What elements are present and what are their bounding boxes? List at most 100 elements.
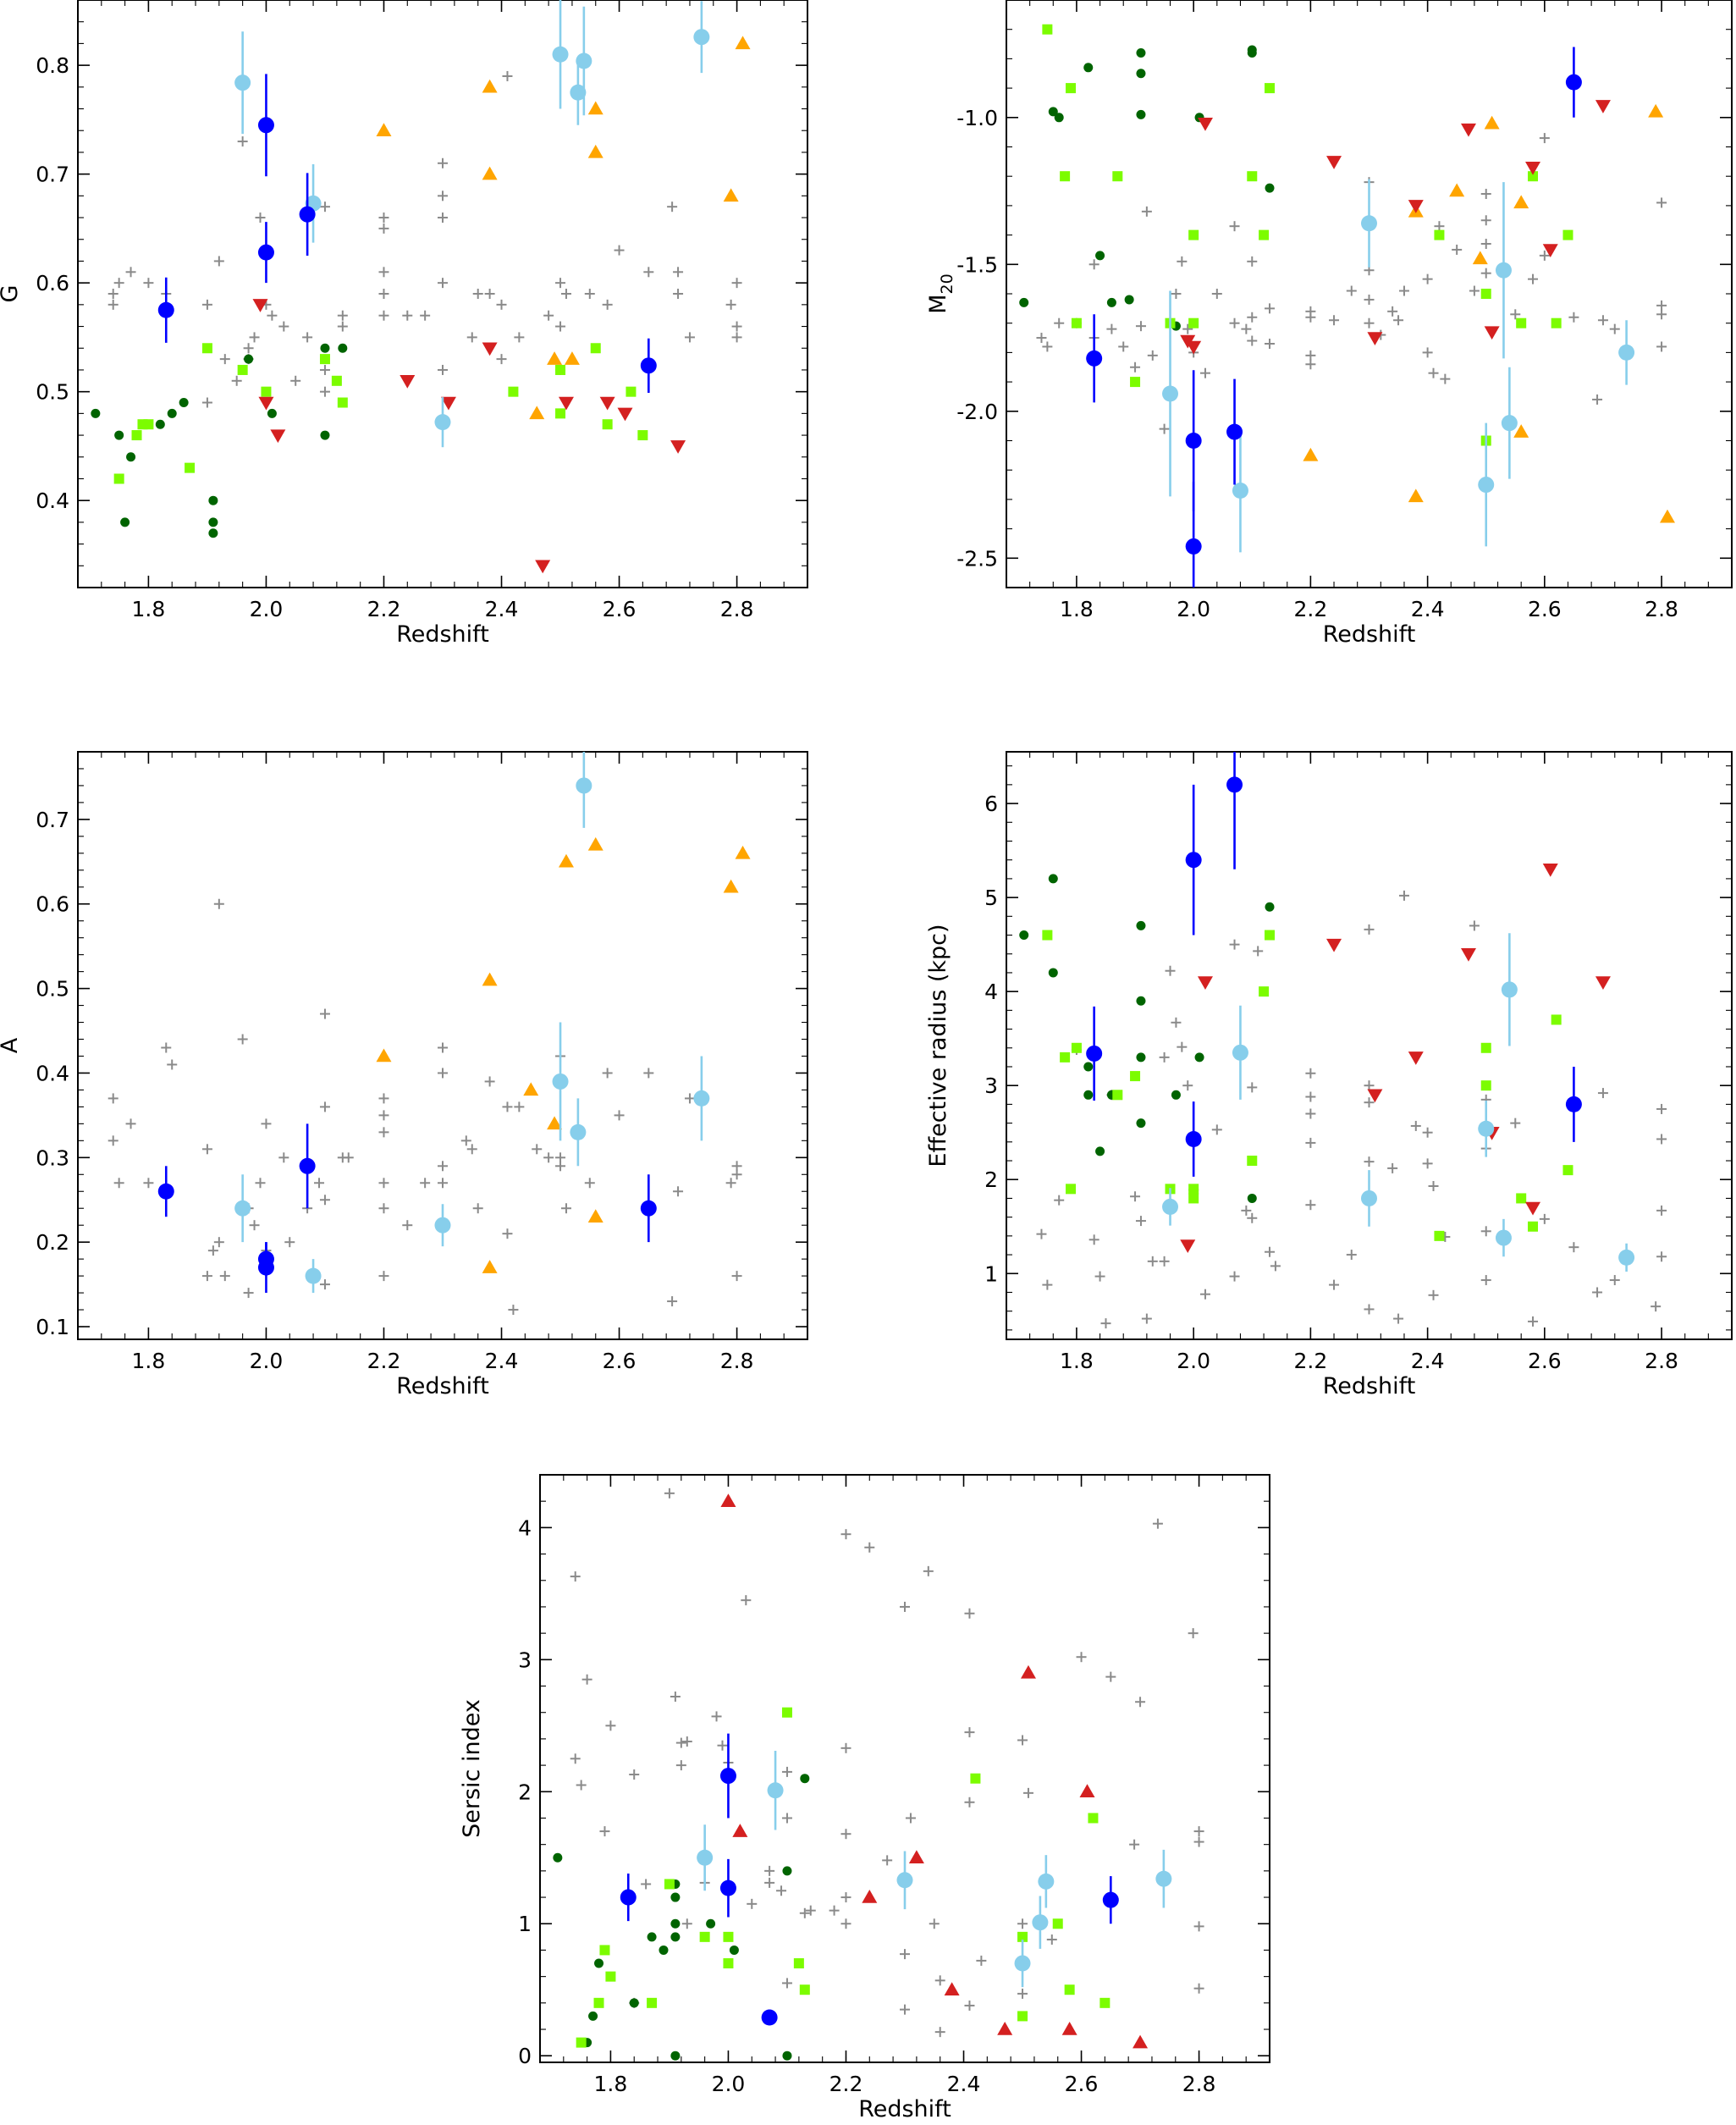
y-tick-label: 5: [984, 886, 998, 910]
lime-square: [1480, 1042, 1491, 1053]
x-tick-label: 1.8: [132, 1349, 166, 1373]
triangle-up-marker: [720, 1493, 736, 1507]
y-tick-label: 4: [984, 980, 998, 1004]
lime-square: [1247, 1156, 1258, 1167]
triangle-up-marker: [547, 1116, 563, 1130]
dark-green-dot: [1083, 1090, 1094, 1100]
lime-square: [1562, 229, 1573, 240]
lime-square: [1516, 1193, 1527, 1204]
lime-square: [576, 2037, 587, 2048]
triangle-up-marker: [997, 2022, 1013, 2035]
cross-point: [643, 1068, 654, 1079]
triangle-up-marker: [587, 101, 603, 115]
cross-point: [319, 364, 330, 375]
cross-point: [1265, 1246, 1276, 1257]
cross-point: [213, 1237, 224, 1248]
cross-point: [840, 1892, 851, 1903]
cross-point: [1305, 1108, 1316, 1119]
triangle-up-marker: [1303, 447, 1319, 461]
y-tick-label: 0.5: [36, 380, 69, 405]
cross-point: [1193, 1983, 1204, 1994]
dark-green-dot: [1171, 1090, 1181, 1100]
cross-point: [1193, 1921, 1204, 1932]
cross-point: [673, 1186, 684, 1197]
cross-point: [1656, 197, 1667, 208]
cross-point: [319, 1195, 330, 1206]
y-tick-label: 0.4: [36, 1061, 69, 1085]
lime-square: [605, 1971, 616, 1982]
lime-square: [1064, 1984, 1075, 1995]
dark-green-dot: [1106, 297, 1116, 307]
cross-point: [864, 1542, 875, 1553]
cross-point: [670, 1692, 681, 1702]
cross-point: [438, 157, 448, 168]
panel-gini: 1.8 2.0 2.2 2.4 2.6 2.8 0.4 0.5 0.6 0.7 0.8 Redshif…: [0, 0, 808, 648]
cross-point: [378, 212, 389, 224]
cross-point: [255, 1178, 266, 1189]
cross-point: [249, 1220, 260, 1231]
x-axis-label: Redshift: [1323, 621, 1416, 648]
cross-point: [1017, 1735, 1028, 1746]
cross-point: [107, 289, 118, 299]
cross-point: [460, 1135, 471, 1146]
cross-point: [484, 289, 495, 299]
cross-point: [125, 267, 136, 278]
cross-point: [502, 1101, 513, 1112]
y-tick-label: 0.1: [36, 1315, 69, 1339]
triangle-down-marker: [1484, 326, 1500, 340]
triangle-up-marker: [1659, 509, 1675, 523]
lime-square: [723, 1958, 734, 1969]
lime-square: [1188, 1184, 1199, 1195]
triangle-up-marker: [1484, 115, 1500, 130]
lime-square: [201, 343, 212, 354]
dark-green-dot: [244, 354, 254, 364]
cross-point: [747, 1898, 758, 1909]
lime-square: [555, 364, 566, 375]
cross-point: [1656, 300, 1667, 311]
x-tick-label: 2.0: [1177, 1349, 1210, 1373]
cross-point: [731, 1271, 742, 1282]
light-blue-circle: [693, 29, 710, 46]
lime-square: [637, 430, 648, 441]
cross-point: [1592, 394, 1603, 405]
dark-blue-circle: [1185, 433, 1202, 449]
cross-point: [1364, 294, 1375, 305]
cross-point: [1346, 1250, 1357, 1261]
x-tick-label: 2.8: [1645, 597, 1678, 621]
lime-square: [970, 1773, 981, 1784]
y-tick-label: -1.5: [956, 252, 998, 277]
cross-point: [964, 1608, 975, 1619]
lime-square: [1060, 1051, 1071, 1062]
dark-blue-circle: [1226, 423, 1243, 440]
light-blue-circle: [697, 1849, 714, 1866]
cross-point: [438, 364, 448, 375]
dark-green-dot: [1048, 874, 1058, 884]
cross-point: [805, 1905, 816, 1916]
cross-point: [1568, 1242, 1579, 1253]
cross-point: [1428, 367, 1439, 378]
triangle-down-marker: [270, 429, 286, 444]
cross-point: [502, 1228, 513, 1239]
triangle-down-marker: [558, 396, 574, 411]
dark-blue-circle: [1185, 852, 1202, 869]
cross-point: [1592, 1287, 1603, 1298]
y-axis-label-main: M: [925, 294, 951, 313]
triangle-down-marker: [1197, 117, 1213, 131]
cross-point: [1656, 341, 1667, 352]
dark-green-dot: [800, 1774, 810, 1784]
cross-point: [1088, 259, 1099, 270]
cross-point: [1199, 367, 1210, 378]
cross-point: [1100, 1318, 1111, 1329]
cross-point: [934, 1975, 945, 1986]
cross-point: [673, 267, 684, 278]
cross-point: [1247, 256, 1258, 267]
dark-blue-circle: [257, 244, 274, 261]
cross-point: [1182, 1080, 1193, 1091]
dark-blue-circle: [299, 1157, 316, 1174]
lime-square: [1528, 1221, 1539, 1232]
cross-point: [508, 1305, 519, 1316]
dark-green-dot: [267, 408, 277, 418]
cross-point: [143, 278, 154, 289]
cross-point: [1106, 323, 1117, 334]
cross-point: [1597, 1088, 1608, 1099]
